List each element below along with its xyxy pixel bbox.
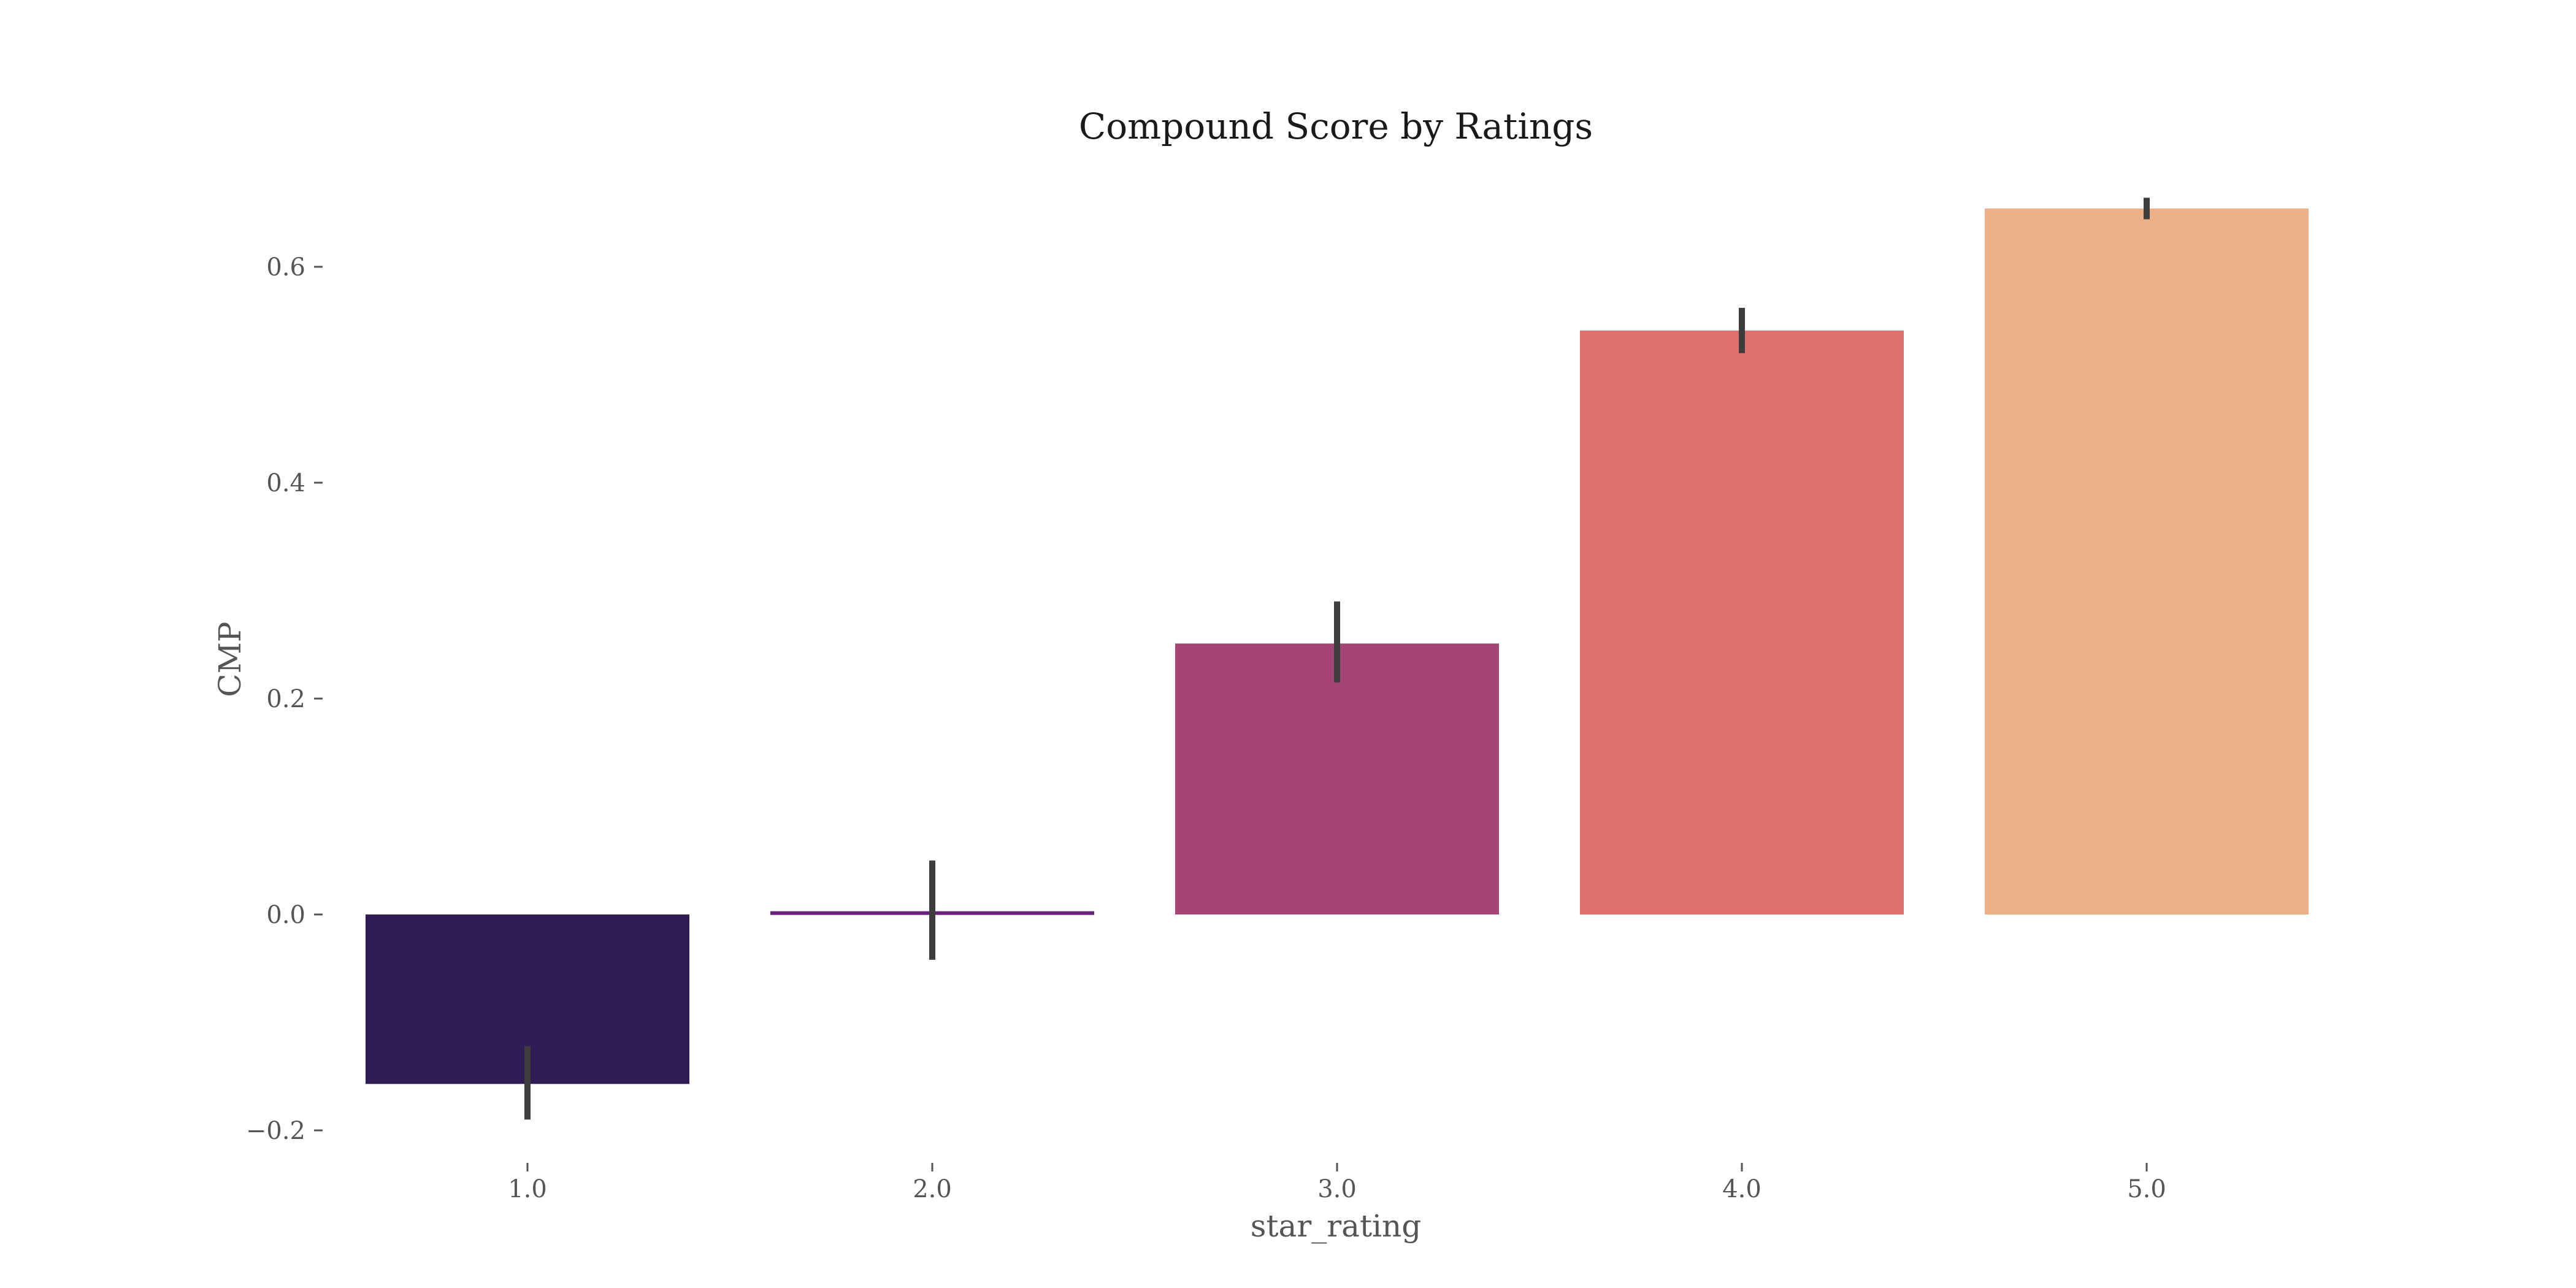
x-tick-label: 5.0 [2127, 1175, 2166, 1203]
x-tick-label: 1.0 [508, 1175, 547, 1203]
y-tick-label: 0.6 [266, 253, 305, 282]
x-tick-label: 3.0 [1317, 1175, 1357, 1203]
y-axis-label: CMP [212, 621, 248, 697]
x-axis: 1.0 2.0 3.0 4.0 5.0 [508, 1163, 2166, 1203]
bars-group [366, 208, 2309, 1084]
y-tick-label: −0.2 [246, 1117, 305, 1145]
y-axis: −0.2 0.0 0.2 0.4 0.6 [246, 253, 323, 1145]
y-tick-label: 0.4 [266, 469, 305, 497]
bar [1175, 643, 1499, 914]
x-axis-label: star_rating [1251, 1208, 1421, 1244]
x-tick-label: 4.0 [1722, 1175, 1761, 1203]
y-tick-label: 0.2 [266, 685, 305, 713]
error-bars-group [524, 197, 2150, 1120]
x-tick-label: 2.0 [913, 1175, 952, 1203]
chart-title: Compound Score by Ratings [1079, 105, 1593, 147]
bar [1985, 208, 2309, 915]
bar [1580, 330, 1904, 914]
y-tick-label: 0.0 [266, 901, 305, 929]
